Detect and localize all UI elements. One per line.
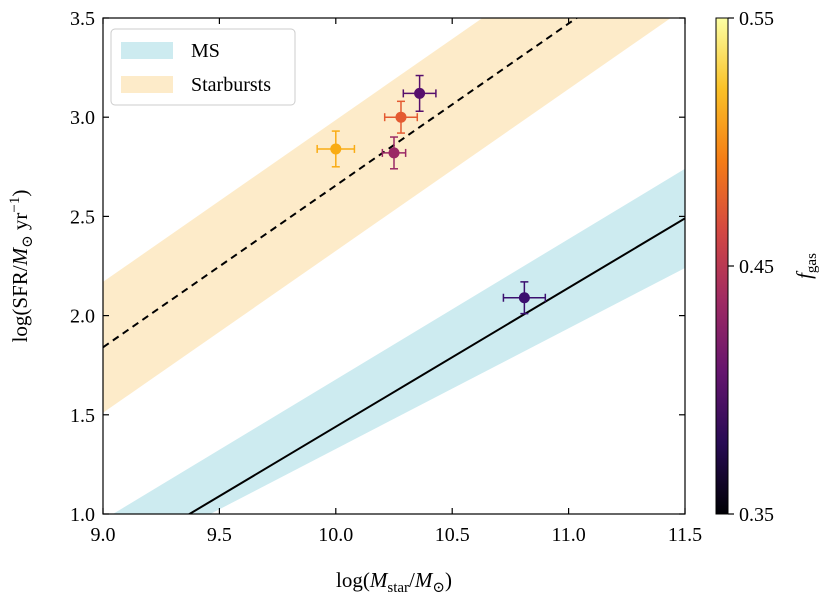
x-tick-label: 11.0 <box>551 524 585 546</box>
data-point-1 <box>383 100 419 134</box>
legend: MS Starbursts <box>110 28 296 106</box>
legend-swatch-starbursts <box>121 76 173 93</box>
y-tick-label: 1.0 <box>70 504 95 526</box>
point-marker <box>395 111 407 123</box>
legend-label-ms: MS <box>191 40 220 62</box>
line-ms-relation <box>187 217 685 514</box>
x-axis-ticks: 9.0 9.5 10.0 10.5 11.0 11.5 <box>91 18 702 546</box>
colorbar-tick-label: 0.45 <box>739 256 774 278</box>
point-marker <box>388 147 400 159</box>
x-tick-label: 10.0 <box>318 524 353 546</box>
x-tick-label: 11.5 <box>668 524 702 546</box>
point-marker <box>518 292 530 304</box>
colorbar-label: fgas <box>792 253 820 279</box>
y-axis-ticks: 1.0 1.5 2.0 2.5 3.0 3.5 <box>70 8 685 526</box>
data-point-2 <box>381 136 407 170</box>
band-starbursts <box>103 18 671 413</box>
x-tick-label: 9.0 <box>91 524 116 546</box>
plot-frame <box>102 17 686 515</box>
point-marker <box>330 143 342 155</box>
y-tick-label: 2.5 <box>70 206 95 228</box>
colorbar <box>715 17 729 515</box>
bands-layer <box>103 18 685 514</box>
y-tick-label: 3.5 <box>70 8 95 30</box>
y-axis-label: log(SFR/M⊙ yr−1) <box>7 190 36 343</box>
band-ms <box>112 168 685 514</box>
data-point-0 <box>316 130 356 168</box>
data-point-3 <box>402 74 437 112</box>
y-tick-label: 3.0 <box>70 107 95 129</box>
colorbar-tick-label: 0.55 <box>739 8 774 30</box>
legend-label-starbursts: Starbursts <box>191 74 271 96</box>
x-axis-label: log(Mstar/M⊙) <box>336 568 452 596</box>
legend-swatch-ms <box>121 42 173 59</box>
x-tick-label: 9.5 <box>207 524 232 546</box>
data-point-4 <box>502 281 547 315</box>
x-tick-label: 10.5 <box>435 524 470 546</box>
colorbar-ticks: 0.55 0.45 0.35 <box>728 8 774 526</box>
point-marker <box>414 87 426 99</box>
colorbar-tick-label: 0.35 <box>739 504 774 526</box>
y-tick-label: 2.0 <box>70 306 95 328</box>
points-layer <box>316 74 547 315</box>
y-tick-label: 1.5 <box>70 405 95 427</box>
